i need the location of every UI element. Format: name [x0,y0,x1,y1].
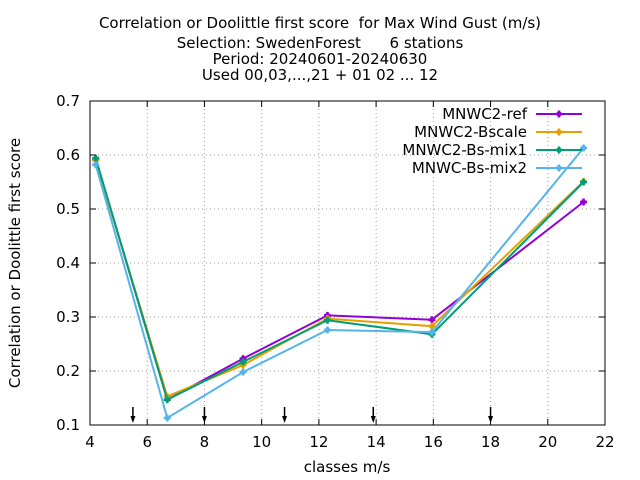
legend-label: MNWC2-ref [442,105,527,123]
data-point [93,155,99,161]
arrow-marker-head [370,416,376,423]
y-tick-label: 0.5 [56,200,80,218]
x-tick-label: 12 [309,433,328,451]
x-tick-label: 22 [595,433,614,451]
series-1 [92,155,588,404]
x-tick-label: 20 [538,433,557,451]
x-tick-label: 18 [481,433,500,451]
legend-label: MNWC2-Bscale [414,123,527,141]
data-point [556,147,562,153]
x-tick-label: 8 [200,433,210,451]
data-point [93,162,99,168]
data-point [164,415,170,421]
data-point [429,323,435,329]
series-line [94,160,585,398]
y-tick-label: 0.3 [56,308,80,326]
series-3 [92,154,588,404]
legend-label: MNWC2-Bs-mix1 [402,141,527,159]
chart-title-line: Period: 20240601-20240630 [212,50,428,68]
data-point [580,179,587,185]
series-line [94,159,585,402]
y-tick-label: 0.6 [56,146,80,164]
series-line [94,157,585,402]
y-tick-label: 0.4 [56,254,80,272]
data-point [556,165,562,171]
y-tick-label: 0.7 [56,92,80,110]
series-layer [92,144,588,422]
axis-ticks: 4 6 8 10 12 14 16 18 20 22 0.1 0.2 0.3 0.4 0.5 0.6 0.7 [56,92,614,451]
chart-title-line: Used 00,03,...,21 + 01 02 ... 12 [201,66,439,84]
data-point [556,111,562,117]
data-point [240,369,246,375]
x-tick-label: 4 [85,433,95,451]
data-point [324,317,331,323]
data-point [556,129,562,135]
data-point [240,359,246,365]
series-4 [92,144,588,422]
x-tick-label: 10 [252,433,271,451]
series-2 [92,156,588,400]
data-point [429,317,435,323]
legend: MNWC2-refMNWC2-BscaleMNWC2-Bs-mix1MNWC-B… [402,105,582,177]
x-axis-label: classes m/s [304,458,391,476]
series-line [94,147,585,420]
x-tick-label: 6 [142,433,152,451]
arrow-markers [130,407,494,423]
y-axis-label: Correlation or Doolittle first score [6,138,24,388]
data-point [429,329,435,335]
data-point [164,397,170,403]
y-tick-label: 0.1 [56,416,80,434]
grid [90,101,605,425]
chart-title-line: Correlation or Doolittle first score for… [98,14,542,32]
arrow-marker-head [282,416,288,423]
data-point [580,199,587,205]
legend-label: MNWC-Bs-mix2 [412,159,527,177]
plot-border [89,100,606,426]
x-tick-label: 16 [424,433,443,451]
x-tick-label: 14 [367,433,386,451]
data-point [580,145,587,151]
arrow-marker-head [130,416,136,423]
chart-title-line: Selection: SwedenForest 6 stations [176,34,464,52]
y-tick-label: 0.2 [56,362,80,380]
data-point [324,327,331,333]
